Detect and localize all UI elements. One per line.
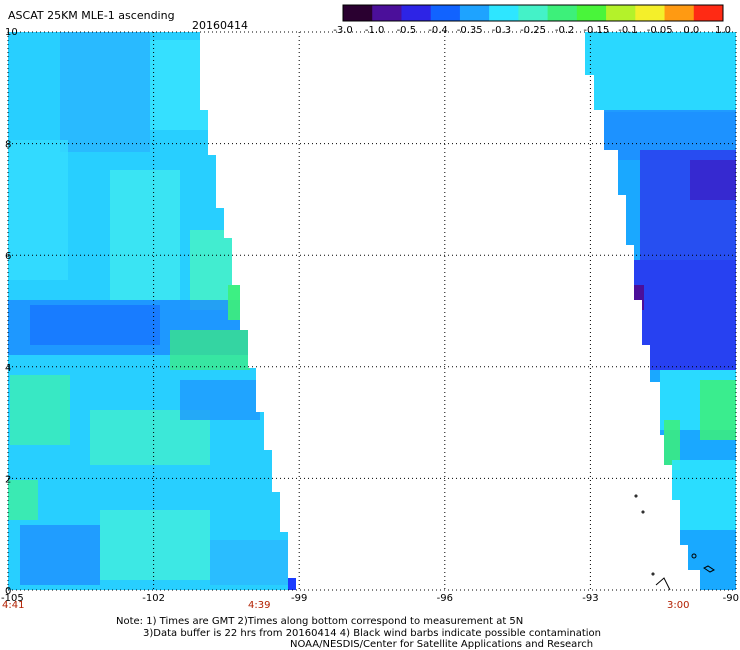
swath-left xyxy=(8,32,296,590)
x-tick-label-4: -93 xyxy=(582,593,598,604)
note-line-3: NOAA/NESDIS/Center for Satellite Applica… xyxy=(290,639,594,650)
colorbar-swatch-12 xyxy=(693,5,724,21)
colorbar-swatch-4 xyxy=(459,5,490,21)
colorbar-label-11: 0.0 xyxy=(683,25,700,36)
time-label-0: 4:41 xyxy=(2,600,25,611)
y-axis: 0 2 4 6 8 10 xyxy=(5,27,18,597)
coastline xyxy=(634,494,715,591)
y-tick-label-5: 10 xyxy=(5,27,18,38)
map-title: ASCAT 25KM MLE-1 ascending xyxy=(8,9,175,22)
map-date: 20160414 xyxy=(192,19,248,32)
note-line-1: Note: 1) Times are GMT 2)Times along bot… xyxy=(116,616,524,627)
colorbar-label-10: -0.05 xyxy=(646,25,673,36)
colorbar-swatch-2 xyxy=(401,5,432,21)
colorbar-swatch-10 xyxy=(635,5,666,21)
colorbar-label-0: -3.0 xyxy=(333,25,353,36)
swath-right xyxy=(585,32,736,590)
x-tick-label-3: -96 xyxy=(437,593,453,604)
x-axis: -105 -102 -99 -96 -93 -90 xyxy=(1,593,739,604)
y-tick-label-2: 4 xyxy=(5,363,11,374)
colorbar-swatch-5 xyxy=(489,5,519,21)
y-tick-label-4: 8 xyxy=(5,140,11,151)
colorbar-swatch-0 xyxy=(343,5,373,21)
colorbar-swatch-9 xyxy=(606,5,636,21)
colorbar xyxy=(342,4,724,22)
colorbar-label-2: -0.5 xyxy=(396,25,417,36)
colorbar-swatch-1 xyxy=(372,5,402,21)
colorbar-label-12: 1.0 xyxy=(715,25,731,36)
colorbar-label-7: -0.2 xyxy=(554,25,575,36)
y-tick-label-3: 6 xyxy=(5,251,11,262)
colorbar-label-4: -0.35 xyxy=(456,25,483,36)
colorbar-label-9: -0.1 xyxy=(618,25,638,36)
x-tick-label-1: -102 xyxy=(142,593,165,604)
note-line-2: 3)Data buffer is 22 hrs from 20160414 4)… xyxy=(143,628,601,639)
colorbar-swatch-8 xyxy=(576,5,607,21)
map-grid xyxy=(7,31,737,591)
time-label-2: 3:00 xyxy=(667,600,690,611)
x-tick-label-2: -99 xyxy=(291,593,307,604)
colorbar-label-5: -0.3 xyxy=(491,25,512,36)
x-tick-label-5: -90 xyxy=(723,593,739,604)
colorbar-label-6: -0.25 xyxy=(520,25,546,36)
y-tick-label-0: 0 xyxy=(5,586,11,597)
y-tick-label-1: 2 xyxy=(5,474,11,485)
colorbar-label-3: -0.4 xyxy=(428,25,448,36)
colorbar-swatch-7 xyxy=(547,5,578,21)
colorbar-label-1: -1.0 xyxy=(364,25,385,36)
time-label-1: 4:39 xyxy=(248,600,271,611)
colorbar-swatch-11 xyxy=(664,5,695,21)
x-tick-label-0: -105 xyxy=(1,593,24,604)
colorbar-frame xyxy=(342,4,724,22)
colorbar-label-8: -0.15 xyxy=(583,25,610,36)
colorbar-swatch-3 xyxy=(430,5,461,21)
colorbar-swatch-6 xyxy=(518,5,549,21)
